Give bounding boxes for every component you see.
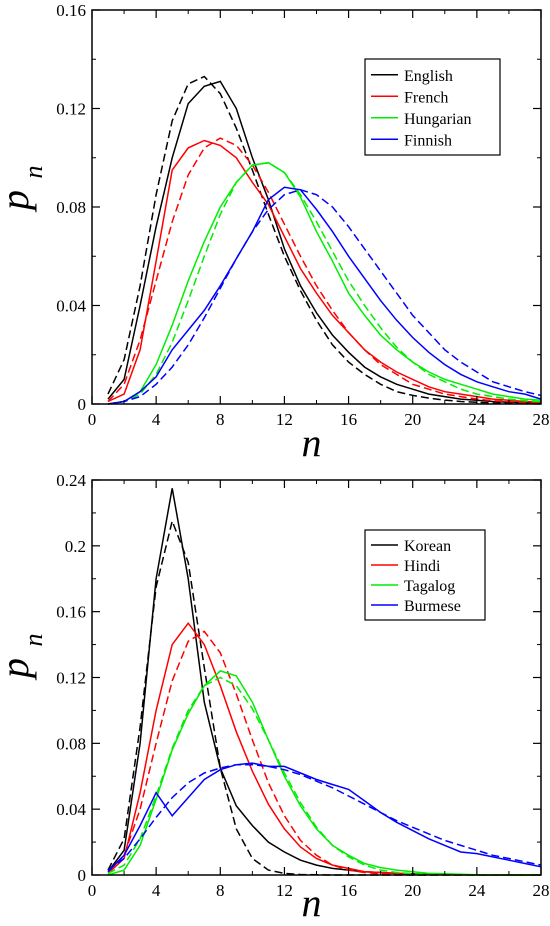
- y-tick-label: 0: [78, 395, 87, 414]
- x-tick-label: 4: [152, 881, 161, 900]
- series-line-finnish: [107, 186, 542, 405]
- y-axis-label-subscript: n: [19, 634, 48, 647]
- y-tick-label: 0.08: [56, 734, 86, 753]
- y-tick-label: 0.12: [56, 669, 86, 688]
- y-tick-label: 0.24: [56, 471, 86, 490]
- fit-line-hindi: [107, 630, 541, 876]
- x-tick-label: 20: [404, 410, 421, 429]
- y-tick-label: 0.08: [56, 198, 86, 217]
- series-line-tagalog: [107, 670, 541, 876]
- legend-label-hungarian: Hungarian: [404, 111, 472, 128]
- x-tick-label: 8: [216, 881, 225, 900]
- y-tick-label: 0.16: [56, 1, 86, 20]
- series-line-burmese: [107, 762, 542, 873]
- fit-line-burmese: [107, 763, 542, 871]
- x-tick-label: 8: [216, 410, 225, 429]
- x-tick-label: 0: [88, 881, 97, 900]
- y-tick-label: 0.16: [56, 603, 86, 622]
- x-tick-label: 16: [340, 881, 357, 900]
- fit-line-english: [107, 75, 542, 405]
- series-line-french: [107, 139, 542, 404]
- series-line-english: [107, 80, 542, 405]
- chart-panel-1: 048121620242800.040.080.120.16npnEnglish…: [0, 1, 550, 465]
- x-tick-label: 0: [88, 410, 97, 429]
- legend-label-hindi: Hindi: [404, 558, 441, 575]
- x-tick-label: 4: [152, 410, 161, 429]
- x-axis-label: n: [302, 880, 322, 925]
- x-tick-label: 16: [340, 410, 357, 429]
- fit-line-french: [107, 137, 542, 404]
- fit-line-hungarian: [107, 161, 542, 405]
- series-line-hungarian: [107, 161, 542, 405]
- x-tick-label: 12: [276, 881, 293, 900]
- legend-label-french: French: [404, 89, 448, 106]
- x-tick-label: 24: [468, 410, 486, 429]
- legend-label-korean: Korean: [404, 538, 451, 555]
- legend: English French Hungarian Finnish: [364, 58, 501, 156]
- y-axis-label: p: [0, 190, 37, 213]
- y-axis-label: p: [0, 658, 37, 681]
- x-axis-label: n: [302, 420, 322, 465]
- fit-line-finnish: [107, 189, 542, 405]
- legend: Korean Hindi Tagalog Burmese: [364, 529, 486, 621]
- y-tick-label: 0: [78, 866, 87, 885]
- x-tick-label: 12: [276, 410, 293, 429]
- y-tick-label: 0.2: [65, 537, 86, 556]
- x-tick-label: 20: [404, 881, 421, 900]
- fit-line-tagalog: [107, 676, 541, 876]
- chart-panel-2: 048121620242800.040.080.120.160.20.24npn…: [0, 471, 550, 925]
- x-tick-label: 28: [533, 881, 550, 900]
- y-tick-label: 0.12: [56, 100, 86, 119]
- x-tick-label: 24: [468, 881, 486, 900]
- y-axis-label-subscript: n: [19, 166, 48, 179]
- legend-label-burmese: Burmese: [404, 598, 461, 615]
- legend-label-tagalog: Tagalog: [404, 578, 455, 595]
- x-tick-label: 28: [533, 410, 550, 429]
- legend-label-finnish: Finnish: [404, 132, 452, 149]
- y-tick-label: 0.04: [56, 297, 86, 316]
- legend-label-english: English: [404, 68, 453, 85]
- y-tick-label: 0.04: [56, 800, 86, 819]
